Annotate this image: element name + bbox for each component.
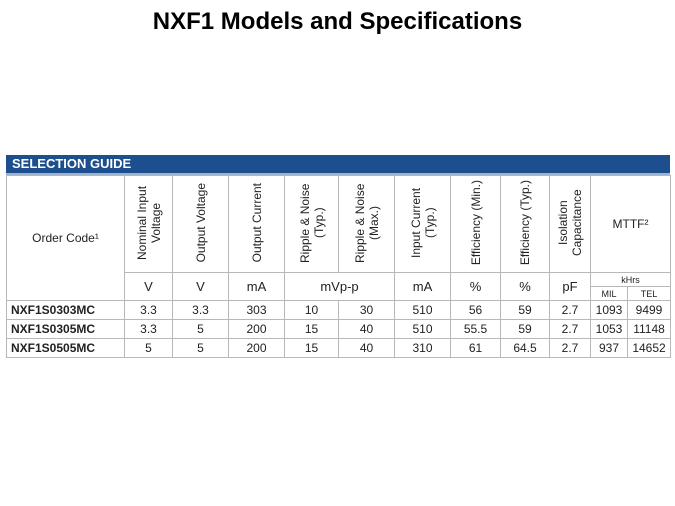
cell: 3.3 [124,319,173,339]
cell: 5 [172,319,229,339]
cell: 56 [450,300,501,320]
cell: 61 [450,338,501,358]
cell: 10 [284,300,339,320]
unit: pF [549,272,591,301]
cell: 64.5 [500,338,550,358]
table-caption: SELECTION GUIDE [6,155,670,175]
model-code: NXF1S0303MC [6,300,125,320]
cell: 40 [338,319,395,339]
cell: 303 [228,300,285,320]
cell: 30 [338,300,395,320]
unit: % [450,272,501,301]
column-header: MTTF² [589,175,672,273]
cell: 3.3 [172,300,229,320]
cell: 1093 [590,300,628,320]
page-title: NXF1 Models and Specifications [152,8,523,35]
header-text: Ripple & Noise (Max.) [352,182,381,263]
unit: V [172,272,229,301]
header-row: Order Code¹ Nominal Input Voltage Output V… [6,175,672,301]
header-text: Ripple & Noise (Typ.) [297,182,326,263]
cell: 11148 [626,319,672,339]
column-header: Output Current [228,175,285,273]
selection-guide: SELECTION GUIDE Order Code¹ Nominal Input… [6,155,672,358]
column-header: Input Current (Typ.) [394,175,451,273]
model-code: NXF1S0505MC [6,338,125,358]
spec-table: Order Code¹ Nominal Input Voltage Output V… [6,175,672,358]
column-header: Output Voltage [172,175,229,273]
column-header: Order Code¹ [6,175,125,301]
unit: V [124,272,173,301]
cell: 40 [338,338,395,358]
cell: 14652 [626,338,672,358]
cell: 55.5 [450,319,501,339]
cell: 5 [172,338,229,358]
unit: mA [228,272,285,301]
data-row: NXF1S0303MC 3.3 3.3 303 10 30 510 56 59 2.7 1093 94… [6,300,672,320]
cell: 937 [590,338,628,358]
column-header: Nominal Input Voltage [124,175,173,273]
cell: 15 [284,319,339,339]
unit: mVp-p [284,272,395,301]
column-header: Ripple & Noise (Max.) [338,175,395,273]
model-code: NXF1S0305MC [6,319,125,339]
header-text: Nominal Input Voltage [134,185,163,260]
header-text: Output Current [249,182,264,263]
cell: 1053 [590,319,628,339]
cell: 5 [124,338,173,358]
header-text: Efficiency (Typ.) [518,179,532,266]
header-text: Isolation Capacitance [556,189,584,256]
cell: 510 [394,319,451,339]
data-row: NXF1S0505MC 5 5 200 15 40 310 61 64.5 2.7 937 14652 [6,338,672,358]
cell: 15 [284,338,339,358]
cell: 2.7 [549,300,591,320]
header-text: Efficiency (Min.) [468,179,483,266]
column-header: Isolation Capacitance [549,175,591,273]
subunit: TEL [626,286,672,301]
cell: 2.7 [549,338,591,358]
unit: mA [394,272,451,301]
data-row: NXF1S0305MC 3.3 5 200 15 40 510 55.5 59 2.7 1053 11… [6,319,672,339]
cell: 200 [228,319,285,339]
unit: % [500,272,550,301]
cell: 59 [500,319,550,339]
cell: 3.3 [124,300,173,320]
cell: 9499 [626,300,672,320]
cell: 310 [394,338,451,358]
unit: kHrs [589,272,672,287]
cell: 510 [394,300,451,320]
cell: 200 [228,338,285,358]
column-header: Ripple & Noise (Typ.) [284,175,339,273]
header-text: Input Current (Typ.) [408,187,437,258]
cell: 59 [500,300,550,320]
column-header: Efficiency (Min.) [450,175,501,273]
header-text: Output Voltage [193,182,208,263]
subunit: MIL [590,286,628,301]
column-header: Efficiency (Typ.) [500,175,550,273]
cell: 2.7 [549,319,591,339]
